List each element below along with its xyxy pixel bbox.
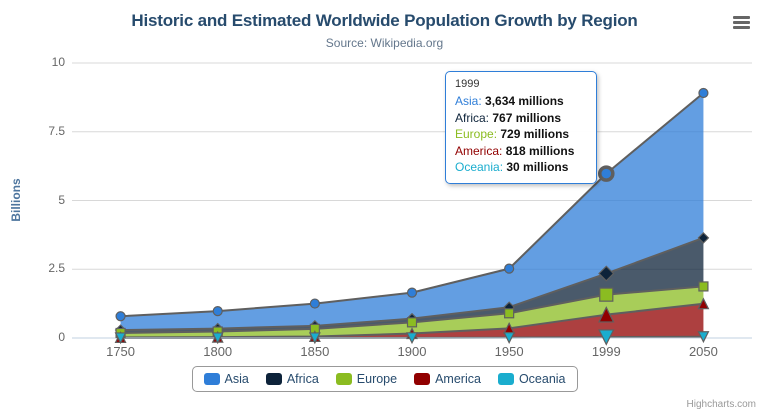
marker-africa-2050[interactable] [697,232,710,244]
marker-europe-1999[interactable] [599,287,614,302]
x-axis-label: 1950 [494,344,524,359]
marker-america-2050[interactable] [697,297,710,310]
x-axis-label: 1750 [106,344,136,359]
marker-oceania-1750[interactable] [114,332,127,345]
legend-item-asia[interactable]: Asia [203,372,249,386]
y-axis-label: 7.5 [48,123,65,138]
x-axis-label: 1999 [591,344,621,359]
marker-asia-1999[interactable] [598,165,615,182]
tooltip-row-america: America: 818 millions [455,143,575,158]
marker-europe-1900[interactable] [406,317,418,328]
legend-item-label: Europe [356,372,398,386]
legend-swatch-icon [497,373,514,385]
legend-swatch-icon [203,373,220,385]
chart-title: Historic and Estimated Worldwide Populat… [131,11,638,30]
y-axis-label: 0 [58,330,65,344]
marker-oceania-1999[interactable] [598,329,615,346]
menu-bar [733,26,750,29]
menu-bar [733,21,750,24]
tooltip-row-europe: Europe: 729 millions [455,127,570,141]
x-axis-label: 1850 [300,344,330,359]
legend-item-america[interactable]: America [414,372,481,386]
marker-europe-2050[interactable] [698,281,709,292]
legend-swatch-icon [414,373,431,385]
marker-oceania-1800[interactable] [211,332,224,345]
legend-item-label: Oceania [518,372,566,386]
area-america[interactable] [120,303,704,338]
marker-asia-1850[interactable] [309,298,320,309]
menu-bar [733,16,750,19]
area-asia[interactable] [120,93,704,331]
legend: Asia Africa Europe America Oceania [191,366,578,392]
marker-europe-1950[interactable] [504,308,515,319]
marker-oceania-1850[interactable] [308,332,321,345]
tooltip: 1999 Asia: 3,634 millions Africa: 767 mil… [445,71,597,184]
chart-subtitle: Source: Wikipedia.org [325,36,444,50]
legend-item-europe[interactable]: Europe [335,372,398,386]
x-axis-label: 1800 [203,344,233,359]
area-africa[interactable] [120,237,704,333]
legend-swatch-icon [335,373,352,385]
legend-item-label: America [435,372,481,386]
x-axis-label: 1900 [397,344,427,359]
legend-swatch-icon [265,373,282,385]
marker-oceania-2050[interactable] [697,331,710,344]
legend-item-label: Asia [224,372,249,386]
marker-oceania-1950[interactable] [503,332,516,344]
y-axis-label: 5 [58,192,65,207]
legend-item-label: Africa [286,372,319,386]
legend-item-oceania[interactable]: Oceania [497,372,566,386]
tooltip-row-africa: Africa: 767 millions [455,110,562,125]
marker-oceania-1900[interactable] [406,332,418,345]
marker-america-1999[interactable] [598,306,615,323]
y-axis-label: 2.5 [48,261,65,276]
tooltip-row-asia: Asia: 3,634 millions [455,94,564,108]
tooltip-row-oceania: Oceania: 30 millions [455,160,569,174]
marker-asia-1900[interactable] [406,287,418,298]
marker-asia-1950[interactable] [504,263,515,274]
highcharts-credit[interactable]: Highcharts.com [686,399,756,410]
marker-asia-1800[interactable] [212,306,223,317]
y-axis-label: 10 [51,55,65,69]
hamburger-menu-icon[interactable] [733,16,750,31]
x-axis-label: 2050 [688,344,718,359]
marker-africa-1999[interactable] [598,265,615,282]
marker-asia-2050[interactable] [698,87,709,99]
tooltip-header: 1999 [455,78,480,90]
legend-item-africa[interactable]: Africa [265,372,319,386]
marker-asia-1750[interactable] [115,311,126,322]
